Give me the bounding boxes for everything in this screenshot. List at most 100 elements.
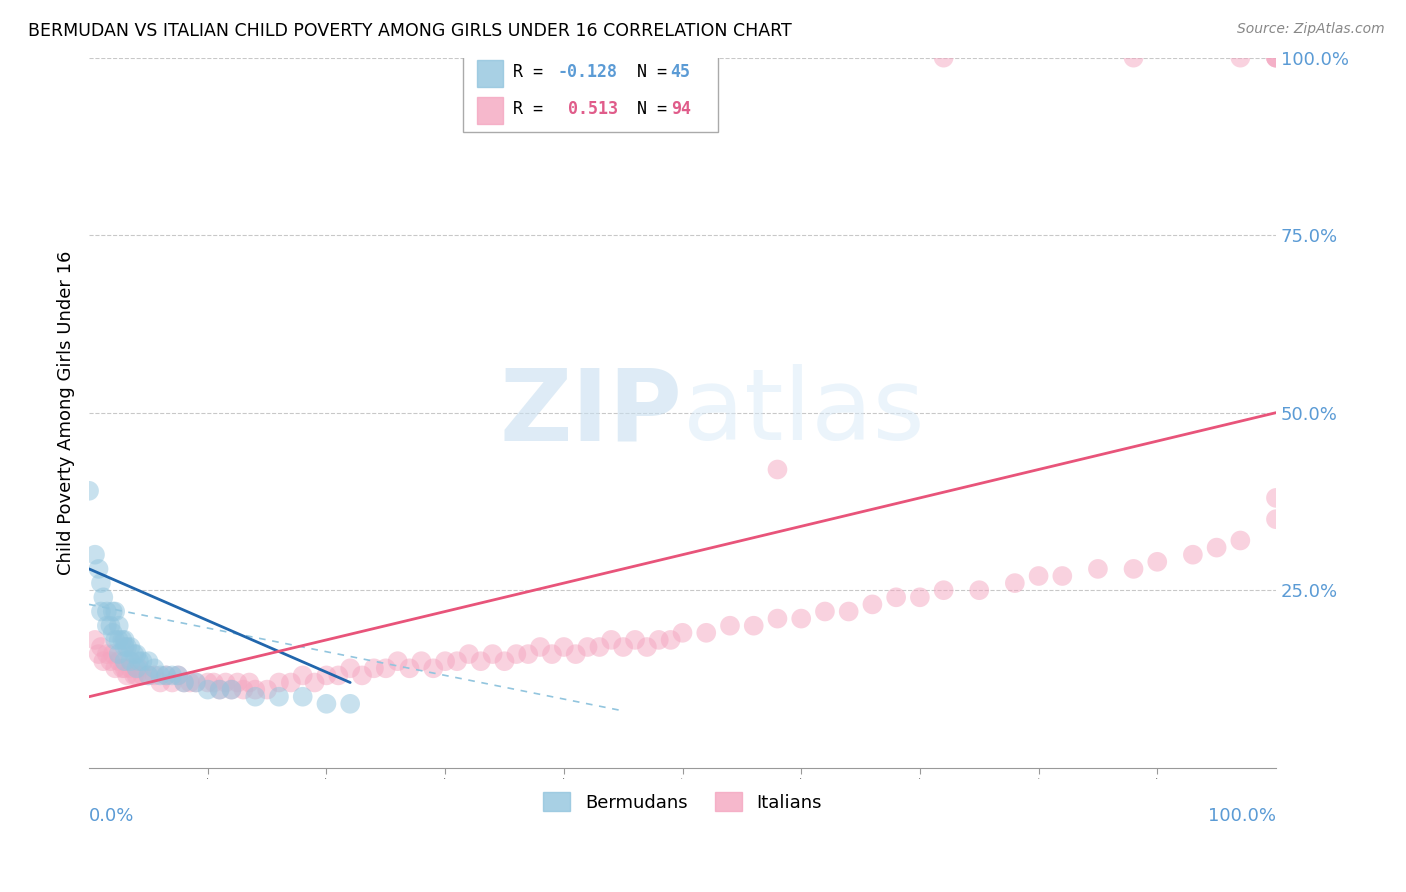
Point	[494, 654, 516, 668]
Point	[101, 647, 124, 661]
Point	[155, 668, 177, 682]
Point	[122, 668, 145, 682]
Point	[90, 605, 112, 619]
Point	[160, 675, 183, 690]
Point	[1265, 51, 1288, 65]
Point	[315, 697, 337, 711]
Point	[107, 632, 129, 647]
Point	[90, 576, 112, 591]
Point	[505, 647, 527, 661]
Point	[149, 675, 172, 690]
FancyBboxPatch shape	[463, 51, 718, 132]
Point	[671, 625, 693, 640]
Point	[167, 668, 190, 682]
Point	[564, 647, 586, 661]
Point	[120, 661, 142, 675]
Point	[184, 675, 207, 690]
Point	[1181, 548, 1204, 562]
Point	[790, 611, 813, 625]
Point	[1028, 569, 1050, 583]
Text: 0.513: 0.513	[558, 100, 617, 118]
Point	[1122, 51, 1144, 65]
Point	[470, 654, 492, 668]
Point	[636, 640, 658, 654]
Point	[291, 668, 314, 682]
Text: -0.128: -0.128	[558, 62, 617, 81]
Point	[695, 625, 717, 640]
Point	[838, 605, 860, 619]
Point	[100, 654, 122, 668]
Point	[208, 682, 231, 697]
Point	[104, 661, 127, 675]
Point	[115, 668, 138, 682]
Point	[766, 611, 789, 625]
Legend: Bermudans, Italians: Bermudans, Italians	[536, 785, 830, 819]
Point	[160, 668, 183, 682]
Point	[87, 562, 110, 576]
Point	[245, 690, 267, 704]
Point	[107, 647, 129, 661]
Point	[90, 640, 112, 654]
Point	[315, 668, 337, 682]
Point	[612, 640, 634, 654]
Point	[208, 682, 231, 697]
Point	[114, 632, 136, 647]
Point	[1265, 51, 1288, 65]
Point	[1265, 51, 1288, 65]
Point	[1004, 576, 1026, 591]
Point	[125, 668, 148, 682]
Point	[766, 462, 789, 476]
Point	[576, 640, 599, 654]
Point	[659, 632, 682, 647]
Point	[624, 632, 647, 647]
Point	[529, 640, 551, 654]
Point	[91, 654, 114, 668]
Point	[374, 661, 396, 675]
Point	[291, 690, 314, 704]
Point	[387, 654, 409, 668]
Point	[742, 618, 765, 632]
Point	[84, 548, 107, 562]
Text: 0.0%: 0.0%	[89, 806, 135, 825]
Point	[114, 640, 136, 654]
Point	[197, 675, 219, 690]
Point	[197, 682, 219, 697]
Bar	[477, 97, 503, 124]
Point	[226, 675, 249, 690]
Point	[884, 591, 907, 605]
Text: R =: R =	[513, 100, 553, 118]
Text: 45: 45	[671, 62, 690, 81]
Point	[1265, 491, 1288, 505]
Point	[114, 661, 136, 675]
Point	[238, 675, 260, 690]
Point	[125, 647, 148, 661]
Point	[1229, 533, 1251, 548]
Point	[517, 647, 540, 661]
Text: atlas: atlas	[682, 364, 924, 461]
Point	[352, 668, 374, 682]
Point	[860, 598, 883, 612]
Point	[422, 661, 444, 675]
Point	[339, 661, 361, 675]
Point	[481, 647, 503, 661]
Point	[91, 591, 114, 605]
Point	[96, 605, 118, 619]
Point	[184, 675, 207, 690]
Point	[214, 675, 236, 690]
Point	[363, 661, 385, 675]
Point	[111, 661, 134, 675]
Bar	[477, 61, 503, 87]
Point	[167, 668, 190, 682]
Point	[202, 675, 225, 690]
Point	[115, 640, 138, 654]
Point	[138, 668, 160, 682]
Point	[600, 632, 623, 647]
Point	[84, 632, 107, 647]
Point	[128, 654, 150, 668]
Point	[179, 675, 201, 690]
Point	[267, 675, 290, 690]
Point	[304, 675, 326, 690]
Point	[932, 583, 955, 598]
Point	[256, 682, 278, 697]
Point	[908, 591, 931, 605]
